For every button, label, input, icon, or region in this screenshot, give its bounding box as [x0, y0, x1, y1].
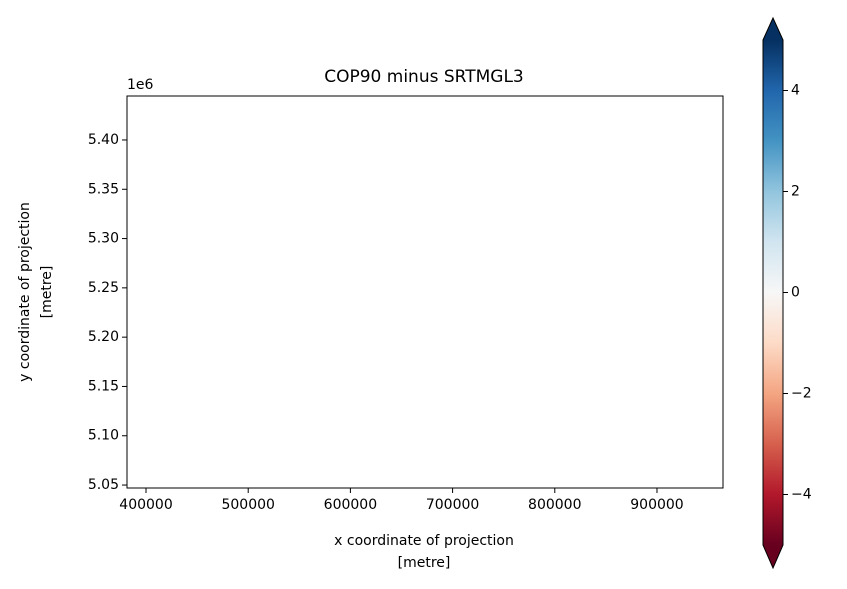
x-axis-label: [metre] — [398, 555, 451, 571]
y-tick-label: 5.05 — [88, 477, 119, 493]
colorbar-tick-label: 4 — [791, 83, 800, 99]
y-tick-label: 5.35 — [88, 181, 119, 197]
y-tick-label: 5.10 — [88, 428, 119, 444]
x-axis-label: x coordinate of projection — [334, 533, 514, 549]
colorbar-tick-label: 0 — [791, 285, 800, 301]
axes-frame — [126, 95, 724, 489]
colorbar-extend — [763, 18, 783, 40]
colorbar-tick-label: −4 — [791, 487, 812, 503]
y-offset-label: 1e6 — [127, 77, 154, 93]
y-tick-label: 5.25 — [88, 280, 119, 296]
colorbar-extend — [763, 545, 783, 568]
y-tick-label: 5.40 — [88, 132, 119, 148]
chart-title: COP90 minus SRTMGL3 — [324, 67, 524, 87]
y-tick-label: 5.20 — [88, 329, 119, 345]
y-axis-label: [metre] — [39, 266, 55, 319]
x-tick-label: 400000 — [119, 497, 172, 513]
y-tick-label: 5.30 — [88, 231, 119, 247]
y-axis-label: y coordinate of projection — [17, 202, 33, 382]
colorbar-scale — [763, 40, 783, 545]
raster — [133, 97, 722, 488]
x-tick-label: 900000 — [630, 497, 683, 513]
colorbar: −4 −2 0 2 4 — [762, 16, 812, 570]
x-tick-label: 600000 — [324, 497, 377, 513]
colorbar-tick-label: 2 — [791, 184, 800, 200]
y-tick-label: 5.15 — [88, 378, 119, 394]
colorbar-tick-label: −2 — [791, 386, 812, 402]
x-tick-label: 500000 — [221, 497, 274, 513]
x-tick-label: 700000 — [426, 497, 479, 513]
colorbar-frame — [762, 16, 784, 570]
x-tick-label: 800000 — [528, 497, 581, 513]
